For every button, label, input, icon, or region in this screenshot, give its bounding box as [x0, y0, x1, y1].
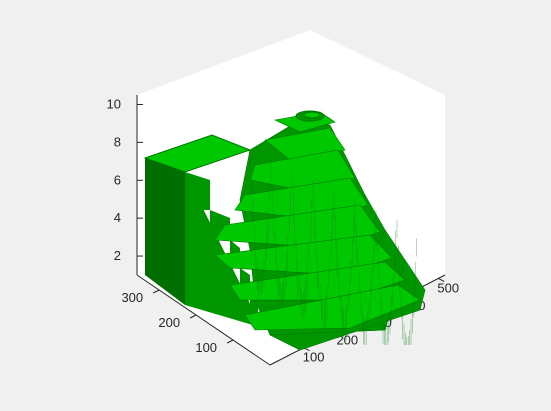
y-tick-label: 100	[195, 340, 217, 355]
terrace-tread	[244, 284, 421, 331]
terrace-tread	[264, 127, 346, 161]
y-tick-mark	[226, 339, 234, 344]
x-tick-mark	[438, 278, 445, 282]
y-tick-mark	[152, 289, 160, 294]
z-tick-label: 2	[114, 248, 121, 263]
y-tick-label: 200	[158, 315, 180, 330]
surface-mesh	[143, 110, 426, 351]
front-cliff	[185, 172, 270, 330]
z-tick-label: 4	[114, 210, 121, 225]
y-tick-mark	[189, 314, 197, 319]
peak-cap	[303, 111, 321, 119]
z-tick-label: 10	[107, 96, 121, 111]
z-tick-label: 8	[114, 134, 121, 149]
z-tick-label: 6	[114, 172, 121, 187]
x-tick-label: 100	[303, 350, 325, 365]
plateau-side-left	[145, 158, 185, 305]
y-tick-label: 300	[121, 290, 143, 305]
x-tick-label: 500	[437, 280, 459, 295]
